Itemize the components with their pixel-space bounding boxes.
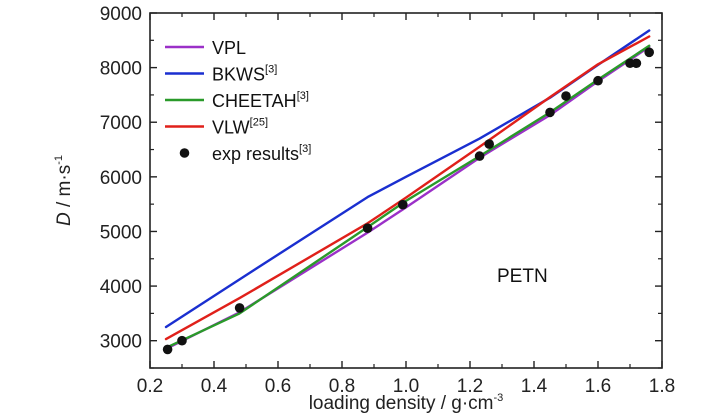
exp-points [162, 47, 654, 355]
x-tick-label: 0.2 [137, 376, 163, 397]
series-line-vlw [164, 35, 651, 341]
x-axis-label-sup: -3 [494, 392, 504, 404]
legend: VPL BKWS[3] CHEETAH[3] VLW[25] exp results[3… [165, 38, 311, 164]
exp-result-point [593, 75, 603, 86]
exp-result-point [398, 199, 408, 210]
y-tick-label: 3000 [100, 332, 142, 353]
x-axis-label-main: loading density / g·cm [309, 393, 494, 414]
annotation-petn: PETN [497, 266, 548, 287]
x-tick-label: 1.8 [649, 376, 675, 397]
y-axis-label-italic: D [54, 212, 75, 226]
exp-result-point [545, 107, 555, 118]
exp-result-point [177, 335, 187, 346]
x-tick-label: 0.6 [265, 376, 291, 397]
y-tick-label: 6000 [100, 168, 142, 189]
x-tick-label: 1.6 [585, 376, 611, 397]
exp-result-point [474, 151, 485, 161]
legend-label-exp-results: exp results[3] [212, 143, 311, 164]
legend-swatch-exp-results [179, 148, 190, 158]
x-tick-label: 1.2 [457, 376, 483, 397]
tick-labels: 0.2 0.4 0.6 0.8 1.0 1.2 1.4 1.6 1.8 3000 4000 5000 6… [100, 4, 675, 397]
x-tick-label: 0.8 [329, 376, 355, 397]
y-axis-label-rest: / m·s [54, 165, 75, 213]
exp-result-point [644, 47, 654, 58]
series-lines [164, 29, 651, 351]
legend-label-cheetah: CHEETAH[3] [212, 90, 309, 111]
legend-label-vpl: VPL [212, 38, 246, 58]
y-tick-label: 5000 [100, 222, 142, 243]
y-axis-label-sup: -1 [53, 155, 65, 165]
x-tick-label: 1.0 [393, 376, 419, 397]
y-axis-label: D / m·s-1 [53, 155, 75, 226]
exp-result-point [234, 303, 245, 313]
x-tick-label: 0.4 [201, 376, 228, 397]
exp-result-point [561, 91, 571, 101]
axis-ticks [149, 12, 663, 369]
y-tick-label: 7000 [100, 113, 142, 134]
exp-result-point [362, 223, 373, 233]
y-tick-label: 4000 [100, 277, 142, 298]
exp-result-point [484, 139, 495, 149]
legend-label-vlw: VLW[25] [212, 117, 268, 138]
y-tick-label: 9000 [100, 4, 142, 25]
y-tick-label: 8000 [100, 59, 142, 80]
legend-label-bkws: BKWS[3] [212, 64, 277, 85]
exp-result-point [162, 344, 173, 355]
exp-result-point [631, 58, 642, 69]
x-tick-label: 1.4 [521, 376, 548, 397]
series-line-cheetah [164, 44, 651, 349]
x-axis-label: loading density / g·cm-3 [309, 392, 504, 414]
